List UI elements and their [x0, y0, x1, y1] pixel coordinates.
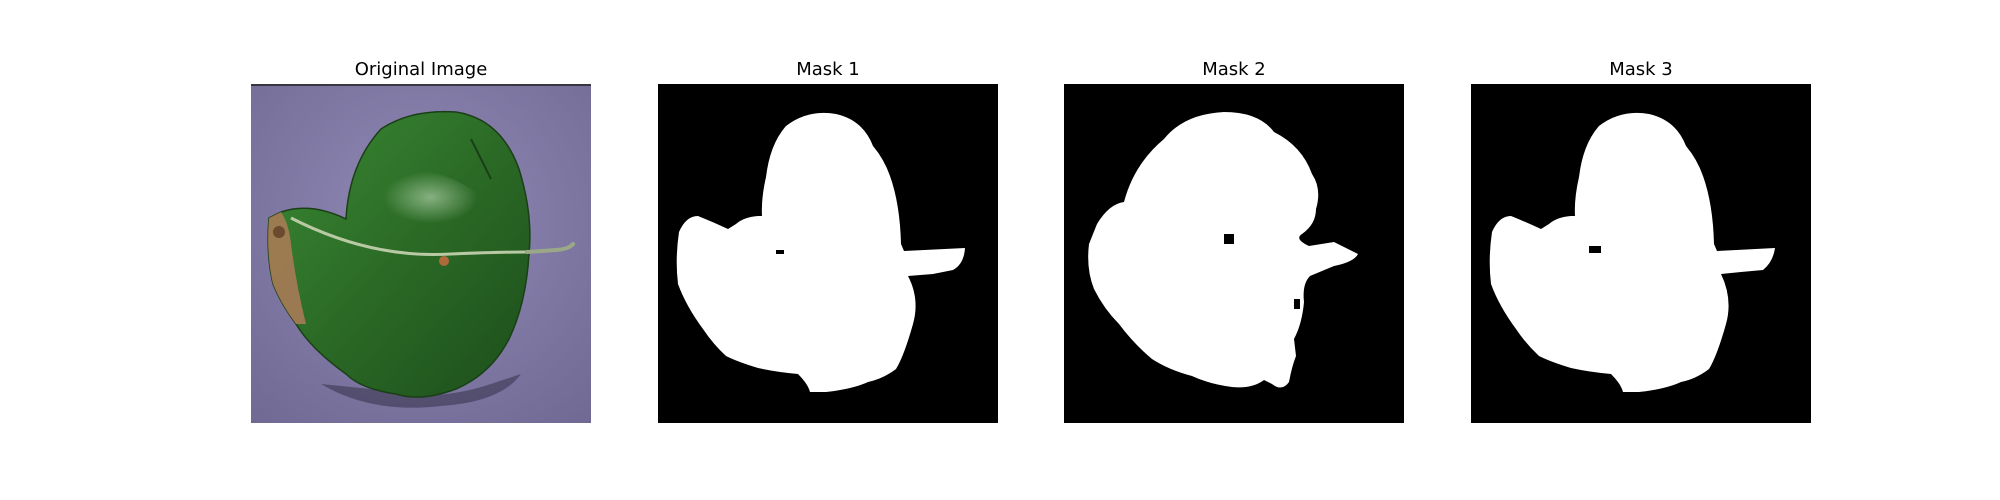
mask-1-panel: Mask 1 — [658, 0, 998, 500]
leaf — [267, 110, 531, 398]
mask-1 — [658, 84, 998, 423]
mask-3-image — [1471, 84, 1811, 423]
mask-1-title: Mask 1 — [796, 59, 860, 80]
mask-2-title: Mask 2 — [1202, 59, 1266, 80]
leaf-lesion — [268, 212, 306, 324]
mask-3 — [1471, 84, 1811, 423]
mask-3-region — [1489, 112, 1775, 392]
original-image-title: Original Image — [354, 59, 488, 80]
mask-3-panel: Mask 3 — [1471, 0, 1811, 500]
leaf-midrib — [290, 216, 528, 256]
leaf-shadow — [321, 374, 521, 408]
leaf-photo — [251, 84, 591, 423]
original-image-panel: Original Image — [251, 0, 591, 500]
mask-2 — [1064, 84, 1404, 423]
mask-1-region — [676, 112, 965, 392]
mask-2-image — [1064, 84, 1404, 423]
original-image — [251, 84, 591, 423]
leaf-petiole — [525, 242, 575, 254]
mask-2-region — [1088, 112, 1358, 388]
mask-3-title: Mask 3 — [1609, 59, 1673, 80]
mask-2-panel: Mask 2 — [1064, 0, 1404, 500]
mask-1-image — [658, 84, 998, 423]
